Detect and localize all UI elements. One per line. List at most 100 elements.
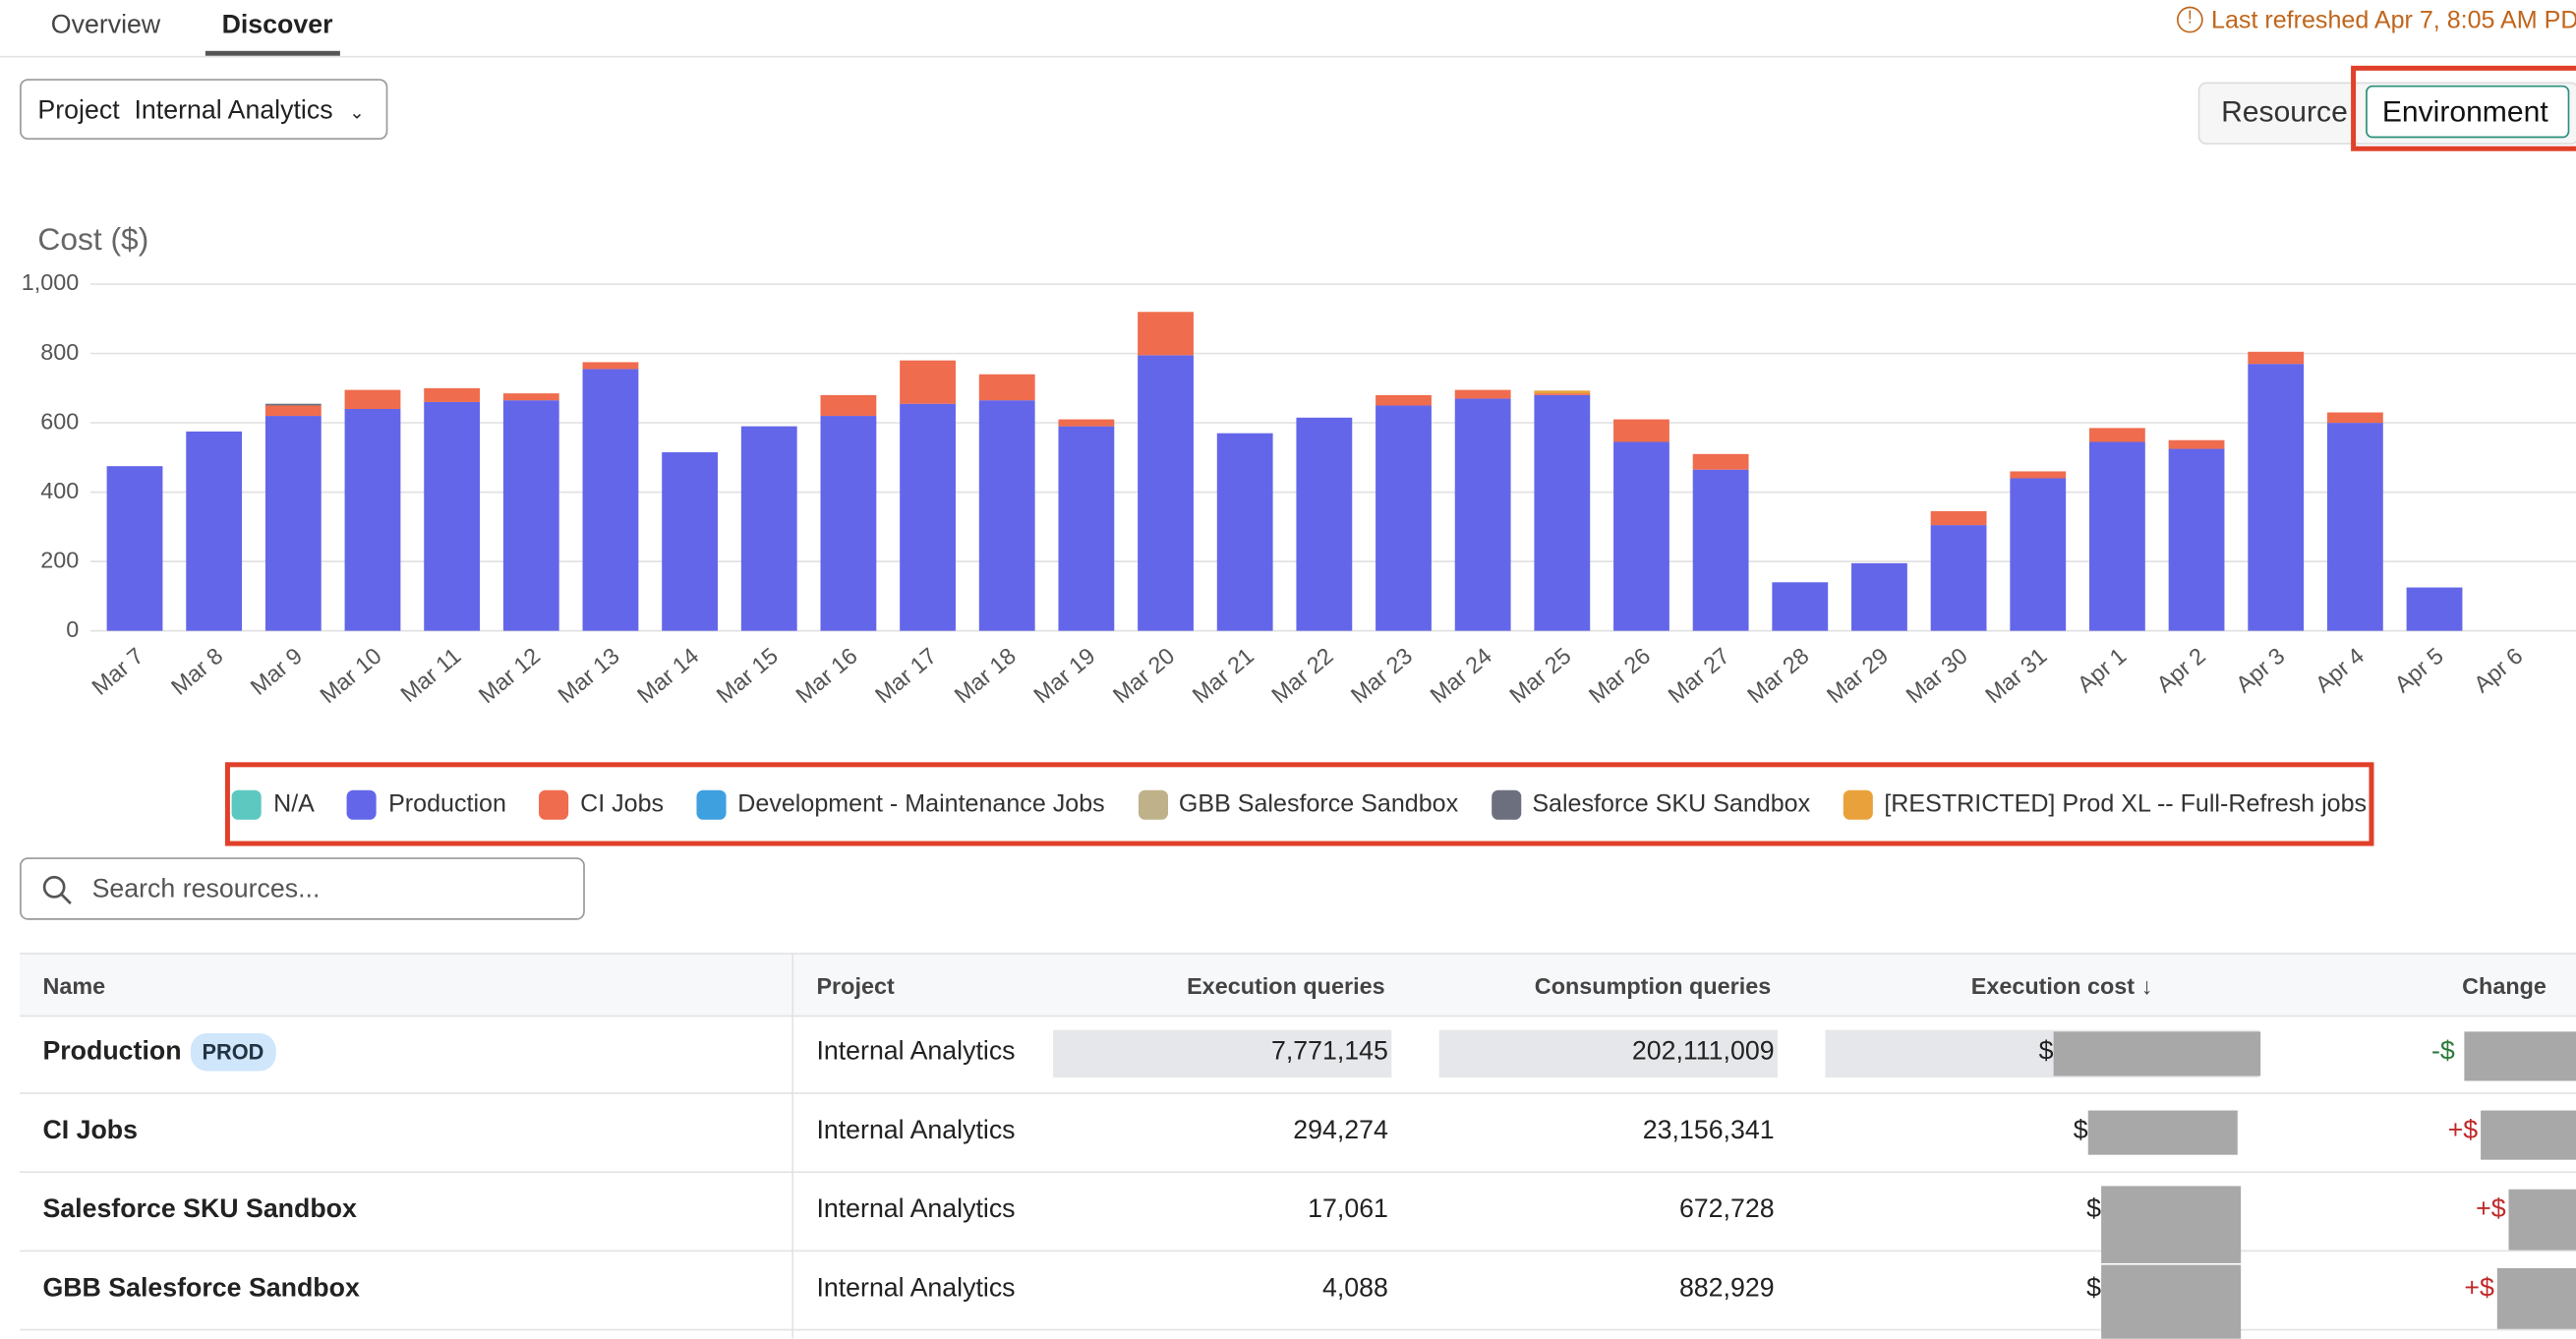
bar-segment <box>264 405 322 417</box>
execution-queries: 4,088 <box>1322 1274 1388 1304</box>
bar-segment <box>344 389 401 409</box>
bar-segment <box>2010 471 2067 479</box>
project: Internal Analytics <box>816 1195 1016 1224</box>
badge: PROD <box>190 1033 275 1072</box>
dropdown-label: Project <box>37 96 120 125</box>
redacted <box>2101 1264 2242 1339</box>
legend-swatch <box>1491 788 1521 819</box>
bar-segment <box>1454 398 1511 631</box>
bar-segment <box>582 369 639 631</box>
bar-segment <box>2010 478 2067 631</box>
search-box[interactable]: Search resources... <box>20 857 585 920</box>
tab-active[interactable]: Discover <box>221 11 333 40</box>
consumption-queries: 23,156,341 <box>1642 1117 1775 1145</box>
bar-segment <box>1851 562 1907 631</box>
bar-segment <box>1454 389 1511 399</box>
legend-label: Salesforce SKU Sandbox <box>1532 789 1811 819</box>
y-tick-label: 0 <box>66 616 79 642</box>
y-tick-label: 600 <box>40 408 79 434</box>
y-tick-label: 400 <box>40 478 79 503</box>
project: Internal Analytics <box>816 1117 1016 1145</box>
x-tick-label: Mar 21 <box>1188 643 1259 709</box>
bar-segment <box>1692 453 1749 470</box>
bar-segment <box>1930 510 1987 526</box>
x-tick-label: Mar 14 <box>632 643 703 709</box>
bar-segment <box>1534 394 1591 631</box>
bar-segment <box>502 393 559 401</box>
x-tick-label: Mar 30 <box>1901 643 1971 709</box>
bar-segment <box>186 431 243 631</box>
x-tick-label: Apr 6 <box>2469 643 2528 698</box>
change: -$ <box>2430 1038 2455 1067</box>
toggle-button[interactable]: Resource <box>2221 94 2348 129</box>
column-header: Execution cost ↓ <box>1970 972 2153 999</box>
legend-label: GBB Salesforce Sandbox <box>1178 789 1459 819</box>
toggle-label: Environment <box>2381 94 2548 129</box>
execution-queries: 17,061 <box>1308 1195 1388 1224</box>
project-dropdown[interactable]: Project Internal Analytics ⌄ <box>20 79 388 141</box>
change: +$ <box>2476 1195 2506 1224</box>
x-tick-label: Mar 17 <box>870 643 941 709</box>
execution-cost: $ <box>2038 1038 2054 1067</box>
legend-item: N/A <box>232 788 315 819</box>
search-icon <box>42 875 72 904</box>
bar-segment <box>582 362 639 370</box>
bar-segment <box>740 426 797 631</box>
x-tick-label: Mar 29 <box>1822 643 1893 709</box>
x-tick-label: Apr 5 <box>2389 643 2448 698</box>
toggle-button-active[interactable] <box>2366 85 2570 139</box>
legend-swatch <box>347 788 378 819</box>
legend-swatch <box>696 788 727 819</box>
redacted <box>2087 1110 2238 1155</box>
execution-cost: $ <box>2073 1117 2088 1145</box>
bar-segment <box>1692 469 1749 631</box>
row-divider <box>20 1250 2576 1252</box>
y-axis-title: Cost ($) <box>37 221 148 257</box>
x-tick-label: Mar 23 <box>1346 643 1417 709</box>
legend-swatch <box>539 788 569 819</box>
bar-segment <box>502 400 559 631</box>
bar-segment <box>1138 312 1194 356</box>
bar-segment <box>424 387 481 402</box>
column-header: Name <box>42 972 106 999</box>
x-tick-label: Mar 16 <box>790 643 861 709</box>
bar-segment <box>900 360 956 404</box>
column-header: Consumption queries <box>1534 972 1772 999</box>
change: +$ <box>2447 1117 2479 1145</box>
bar-segment <box>344 408 401 631</box>
table-header <box>20 953 2576 1018</box>
search-placeholder: Search resources... <box>91 875 321 904</box>
y-tick-label: 200 <box>40 547 79 572</box>
column-header: Execution queries <box>1187 972 1385 999</box>
legend-swatch <box>232 788 263 819</box>
bar-segment <box>662 452 719 631</box>
share-bar <box>1438 1029 1778 1078</box>
legend-item: Development - Maintenance Jobs <box>696 788 1105 819</box>
legend-label: N/A <box>273 789 315 819</box>
legend-label: CI Jobs <box>580 789 665 819</box>
x-tick-label: Mar 27 <box>1664 643 1734 709</box>
x-tick-label: Mar 24 <box>1426 643 1496 709</box>
y-tick-label: 1,000 <box>22 269 80 295</box>
x-tick-label: Mar 22 <box>1266 643 1337 709</box>
x-tick-label: Mar 18 <box>950 643 1021 709</box>
bar-segment <box>2168 439 2225 449</box>
redacted <box>2496 1267 2576 1329</box>
legend-swatch <box>1138 788 1168 819</box>
x-tick-label: Apr 3 <box>2231 643 2290 698</box>
x-tick-label: Mar 11 <box>395 643 465 708</box>
x-tick-label: Mar 26 <box>1584 643 1655 709</box>
bar-segment <box>424 401 481 631</box>
refresh-status: Last refreshed Apr 7, 8:05 AM PD <box>2211 6 2576 35</box>
bar-segment <box>1058 419 1115 427</box>
bar-segment <box>900 403 956 631</box>
bar-segment <box>1534 390 1591 394</box>
bar-segment <box>2088 441 2145 631</box>
bar-segment <box>1534 393 1591 395</box>
bar-segment <box>1376 405 1432 631</box>
tab[interactable]: Overview <box>50 11 161 40</box>
x-tick-label: Mar 31 <box>1980 643 2051 709</box>
y-tick-label: 800 <box>40 339 79 365</box>
